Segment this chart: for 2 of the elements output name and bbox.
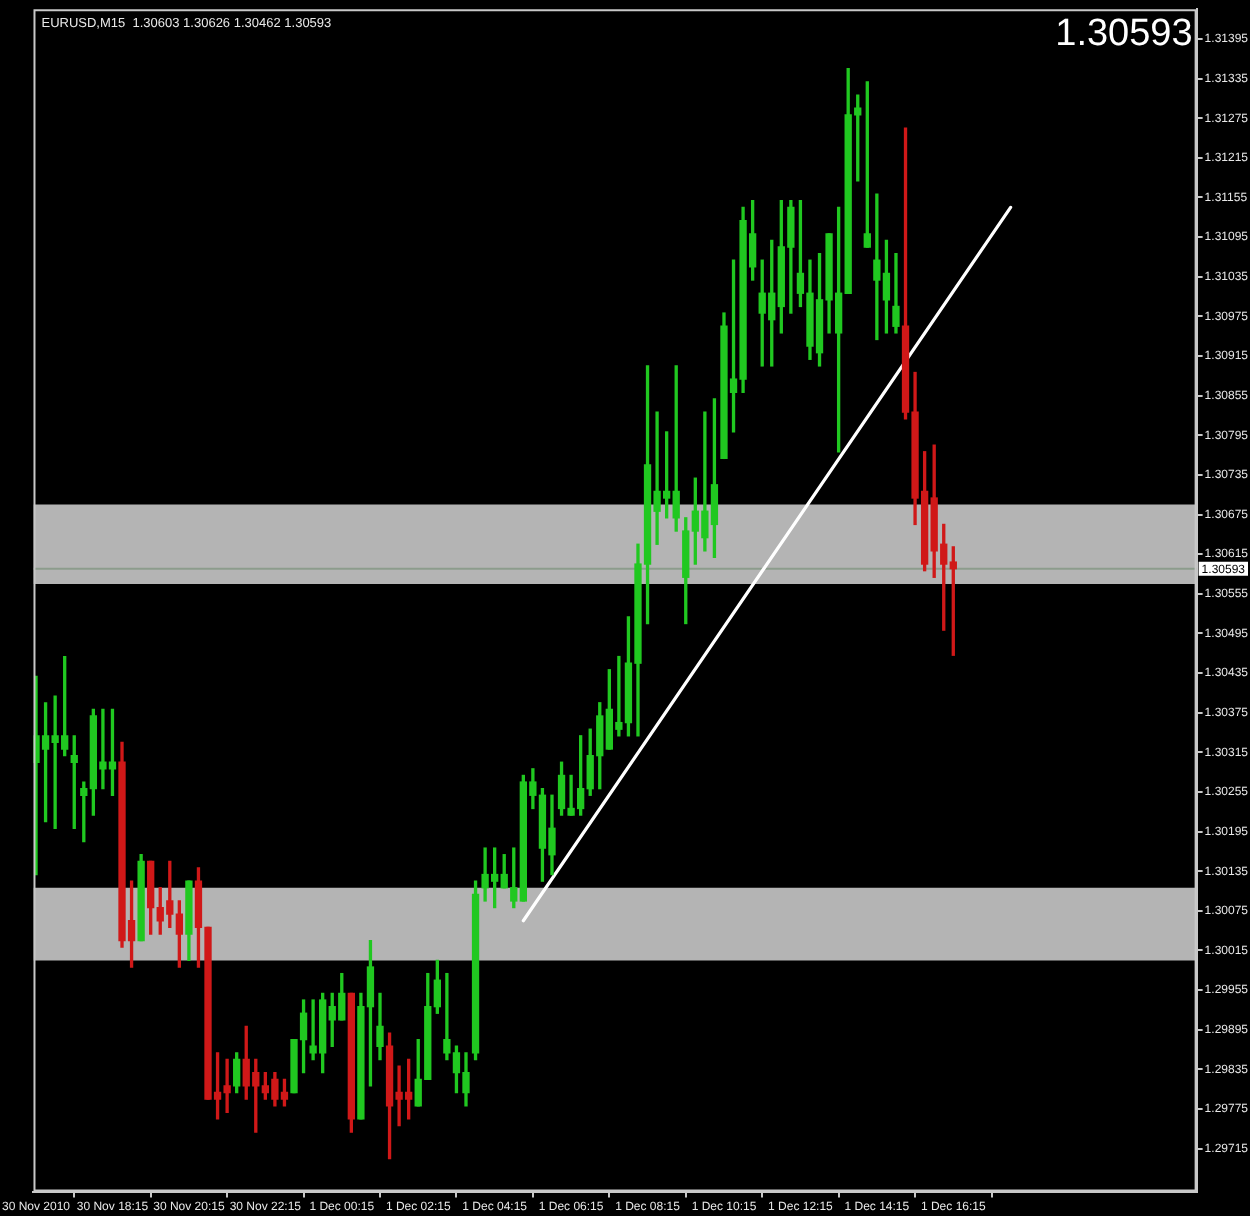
annotation: 1.30593 (1055, 12, 1193, 55)
candlestick (892, 252, 900, 334)
